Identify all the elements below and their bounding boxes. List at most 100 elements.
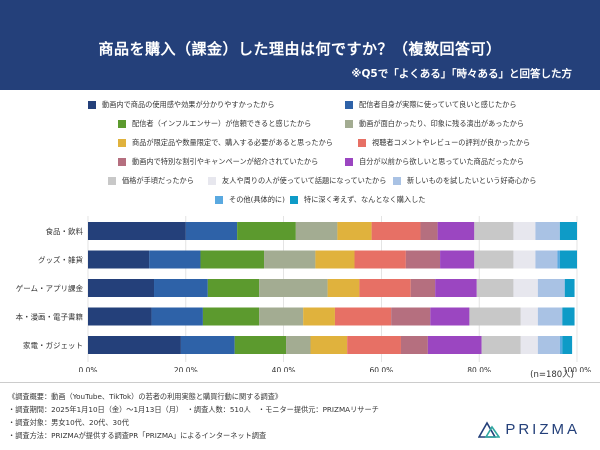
bar-segment — [427, 336, 482, 354]
bar-segment — [303, 307, 335, 326]
bar-segment — [180, 336, 235, 354]
legend-swatch — [215, 196, 223, 204]
bar-segment — [430, 307, 470, 326]
x-tick-label: 80.0% — [467, 366, 491, 372]
category-label: 食品・飲料 — [46, 226, 84, 236]
bar-segment — [151, 307, 203, 326]
legend-item: 価格が手頃だったから — [108, 176, 194, 186]
legend-label: 動画が面白かったり、印象に残る演出があったから — [359, 119, 525, 128]
logo-text: PRIZMA — [505, 420, 580, 438]
bar-segment — [371, 222, 421, 240]
x-tick-label: 100.0% — [563, 366, 592, 372]
footer-divider — [0, 382, 600, 383]
prizma-logo: PRIZMA — [478, 420, 580, 438]
footer-line: ・調査期間：2025年1月10日（金）〜1月13日（月） ・調査人数：510人 … — [8, 405, 379, 414]
legend-label: 配信者（インフルエンサー）が信頼できると感じたから — [132, 119, 312, 128]
legend-item: 動画内で商品の使用感や効果が分かりやすかったから — [88, 100, 275, 110]
legend-swatch — [208, 177, 216, 185]
bar-segment — [154, 279, 208, 297]
legend-swatch — [118, 158, 126, 166]
x-tick-label: 60.0% — [369, 366, 393, 372]
bar-segment — [359, 279, 411, 297]
legend-swatch — [108, 177, 116, 185]
bar-segment — [149, 250, 201, 269]
legend-swatch — [393, 177, 401, 185]
legend-item: 視聴者コメントやレビューの評判が良かったから — [358, 138, 530, 148]
legend-item: 新しいものを試したいという好奇心から — [393, 176, 536, 186]
legend-swatch — [118, 139, 126, 147]
bar-segment — [327, 279, 360, 297]
bar-segment — [435, 279, 477, 297]
bar-segment — [474, 222, 514, 240]
bar-segment — [559, 222, 577, 240]
bar-segment — [237, 222, 296, 240]
legend-item: その他(具体的に) — [215, 195, 285, 205]
footer-line: 《調査概要：動画（YouTube、TikTok）の若者の利用実態と購買行動に関す… — [8, 392, 283, 401]
bar-segment — [259, 307, 304, 326]
bar-segment — [476, 279, 514, 297]
bar-segment — [400, 336, 428, 354]
bar-segment — [337, 222, 372, 240]
bar-segment — [202, 307, 260, 326]
legend-item: 商品が限定品や数量限定で、購入する必要があると思ったから — [118, 138, 333, 148]
category-label: 家電・ガジェット — [23, 340, 83, 350]
bar-segment — [520, 307, 538, 326]
bar-segment — [520, 336, 538, 354]
chart-subtitle: ※Q5で「よくある」「時々ある」と回答した方 — [351, 68, 572, 80]
legend-label: 配信者自身が実際に使っていて良いと感じたから — [359, 100, 517, 109]
category-label: 本・漫画・電子書籍 — [16, 312, 84, 322]
bar-segment — [537, 279, 565, 297]
bar-segment — [474, 250, 514, 269]
bar-segment — [535, 250, 558, 269]
bar-segment — [562, 336, 573, 354]
footer-line: ・調査対象：男女10代、20代、30代 — [8, 418, 129, 427]
legend-label: 商品が限定品や数量限定で、購入する必要があると思ったから — [132, 138, 333, 147]
legend: 動画内で商品の使用感や効果が分かりやすかったから 配信者自身が実際に使っていて良い… — [0, 100, 600, 225]
bar-segment — [334, 307, 392, 326]
legend-label: 動画内で商品の使用感や効果が分かりやすかったから — [102, 100, 275, 109]
chart-title: 商品を購入（課金）した理由は何ですか？（複数回答可） — [98, 40, 502, 58]
bar-segment — [295, 222, 338, 240]
bar-segment — [234, 336, 287, 354]
bar-segment — [535, 222, 560, 240]
legend-label: 動画内で特別な割引やキャンペーンが紹介されていたから — [132, 157, 319, 166]
legend-item: 動画内で特別な割引やキャンペーンが紹介されていたから — [118, 157, 318, 167]
legend-label: 価格が手頃だったから — [122, 176, 194, 185]
bar-segment — [88, 279, 155, 297]
legend-swatch — [345, 158, 353, 166]
category-label: グッズ・雑貨 — [38, 255, 83, 265]
bar-segment — [405, 250, 441, 269]
bar-segment — [410, 279, 436, 297]
x-tick-label: 40.0% — [272, 366, 296, 372]
bar-segment — [391, 307, 431, 326]
legend-label: 友人や周りの人が使っていて話題になっていたから — [222, 176, 387, 185]
bar-segment — [437, 222, 475, 240]
header-banner: 商品を購入（課金）した理由は何ですか？（複数回答可） ※Q5で「よくある」「時々… — [0, 0, 600, 90]
x-tick-label: 0.0% — [78, 366, 97, 372]
legend-label: 視聴者コメントやレビューの評判が良かったから — [372, 138, 531, 147]
bar-segment — [469, 307, 521, 326]
legend-swatch — [290, 196, 298, 204]
bar-segment — [88, 307, 152, 326]
bar-segment — [559, 250, 577, 269]
bar-segment — [264, 250, 316, 269]
legend-label: 自分が以前から欲しいと思っていた商品だったから — [359, 157, 524, 166]
bar-segment — [513, 222, 536, 240]
x-tick-label: 20.0% — [174, 366, 198, 372]
legend-swatch — [118, 120, 126, 128]
legend-label: 新しいものを試したいという好奇心から — [407, 176, 537, 185]
legend-swatch — [88, 101, 96, 109]
legend-item: 動画が面白かったり、印象に残る演出があったから — [345, 119, 524, 129]
legend-swatch — [345, 120, 353, 128]
legend-item: 特に深く考えず、なんとなく購入した — [290, 195, 425, 205]
bar-segment — [559, 336, 563, 354]
survey-overview: 《調査概要：動画（YouTube、TikTok）の若者の利用実態と購買行動に関す… — [8, 390, 379, 442]
legend-label: 特に深く考えず、なんとなく購入した — [304, 195, 426, 204]
bar-segment — [537, 307, 563, 326]
bar-segment — [88, 250, 150, 269]
bar-segment — [513, 250, 536, 269]
bar-segment — [315, 250, 355, 269]
footer-line: ・調査方法：PRIZMAが提供する調査PR「PRIZMA」によるインターネット調… — [8, 431, 267, 440]
bar-segment — [310, 336, 348, 354]
